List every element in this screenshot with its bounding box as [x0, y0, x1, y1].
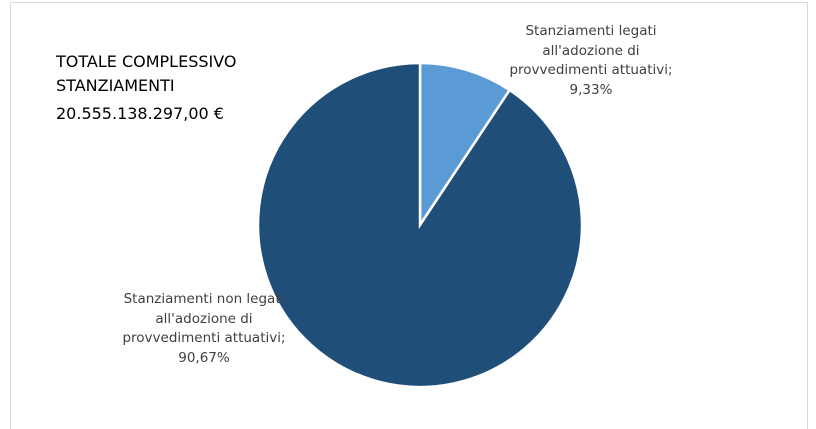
pie-slice	[256, 61, 584, 389]
chart-frame	[10, 2, 808, 429]
data-label: Stanziamenti legati all'adozione di prov…	[509, 23, 673, 98]
chart-title: TOTALE COMPLESSIVO STANZIAMENTI	[56, 52, 237, 95]
pie-slice	[418, 61, 512, 230]
data-label: Stanziamenti non legati all'adozione di …	[122, 291, 286, 366]
chart-subtitle: 20.555.138.297,00 €	[56, 104, 224, 123]
